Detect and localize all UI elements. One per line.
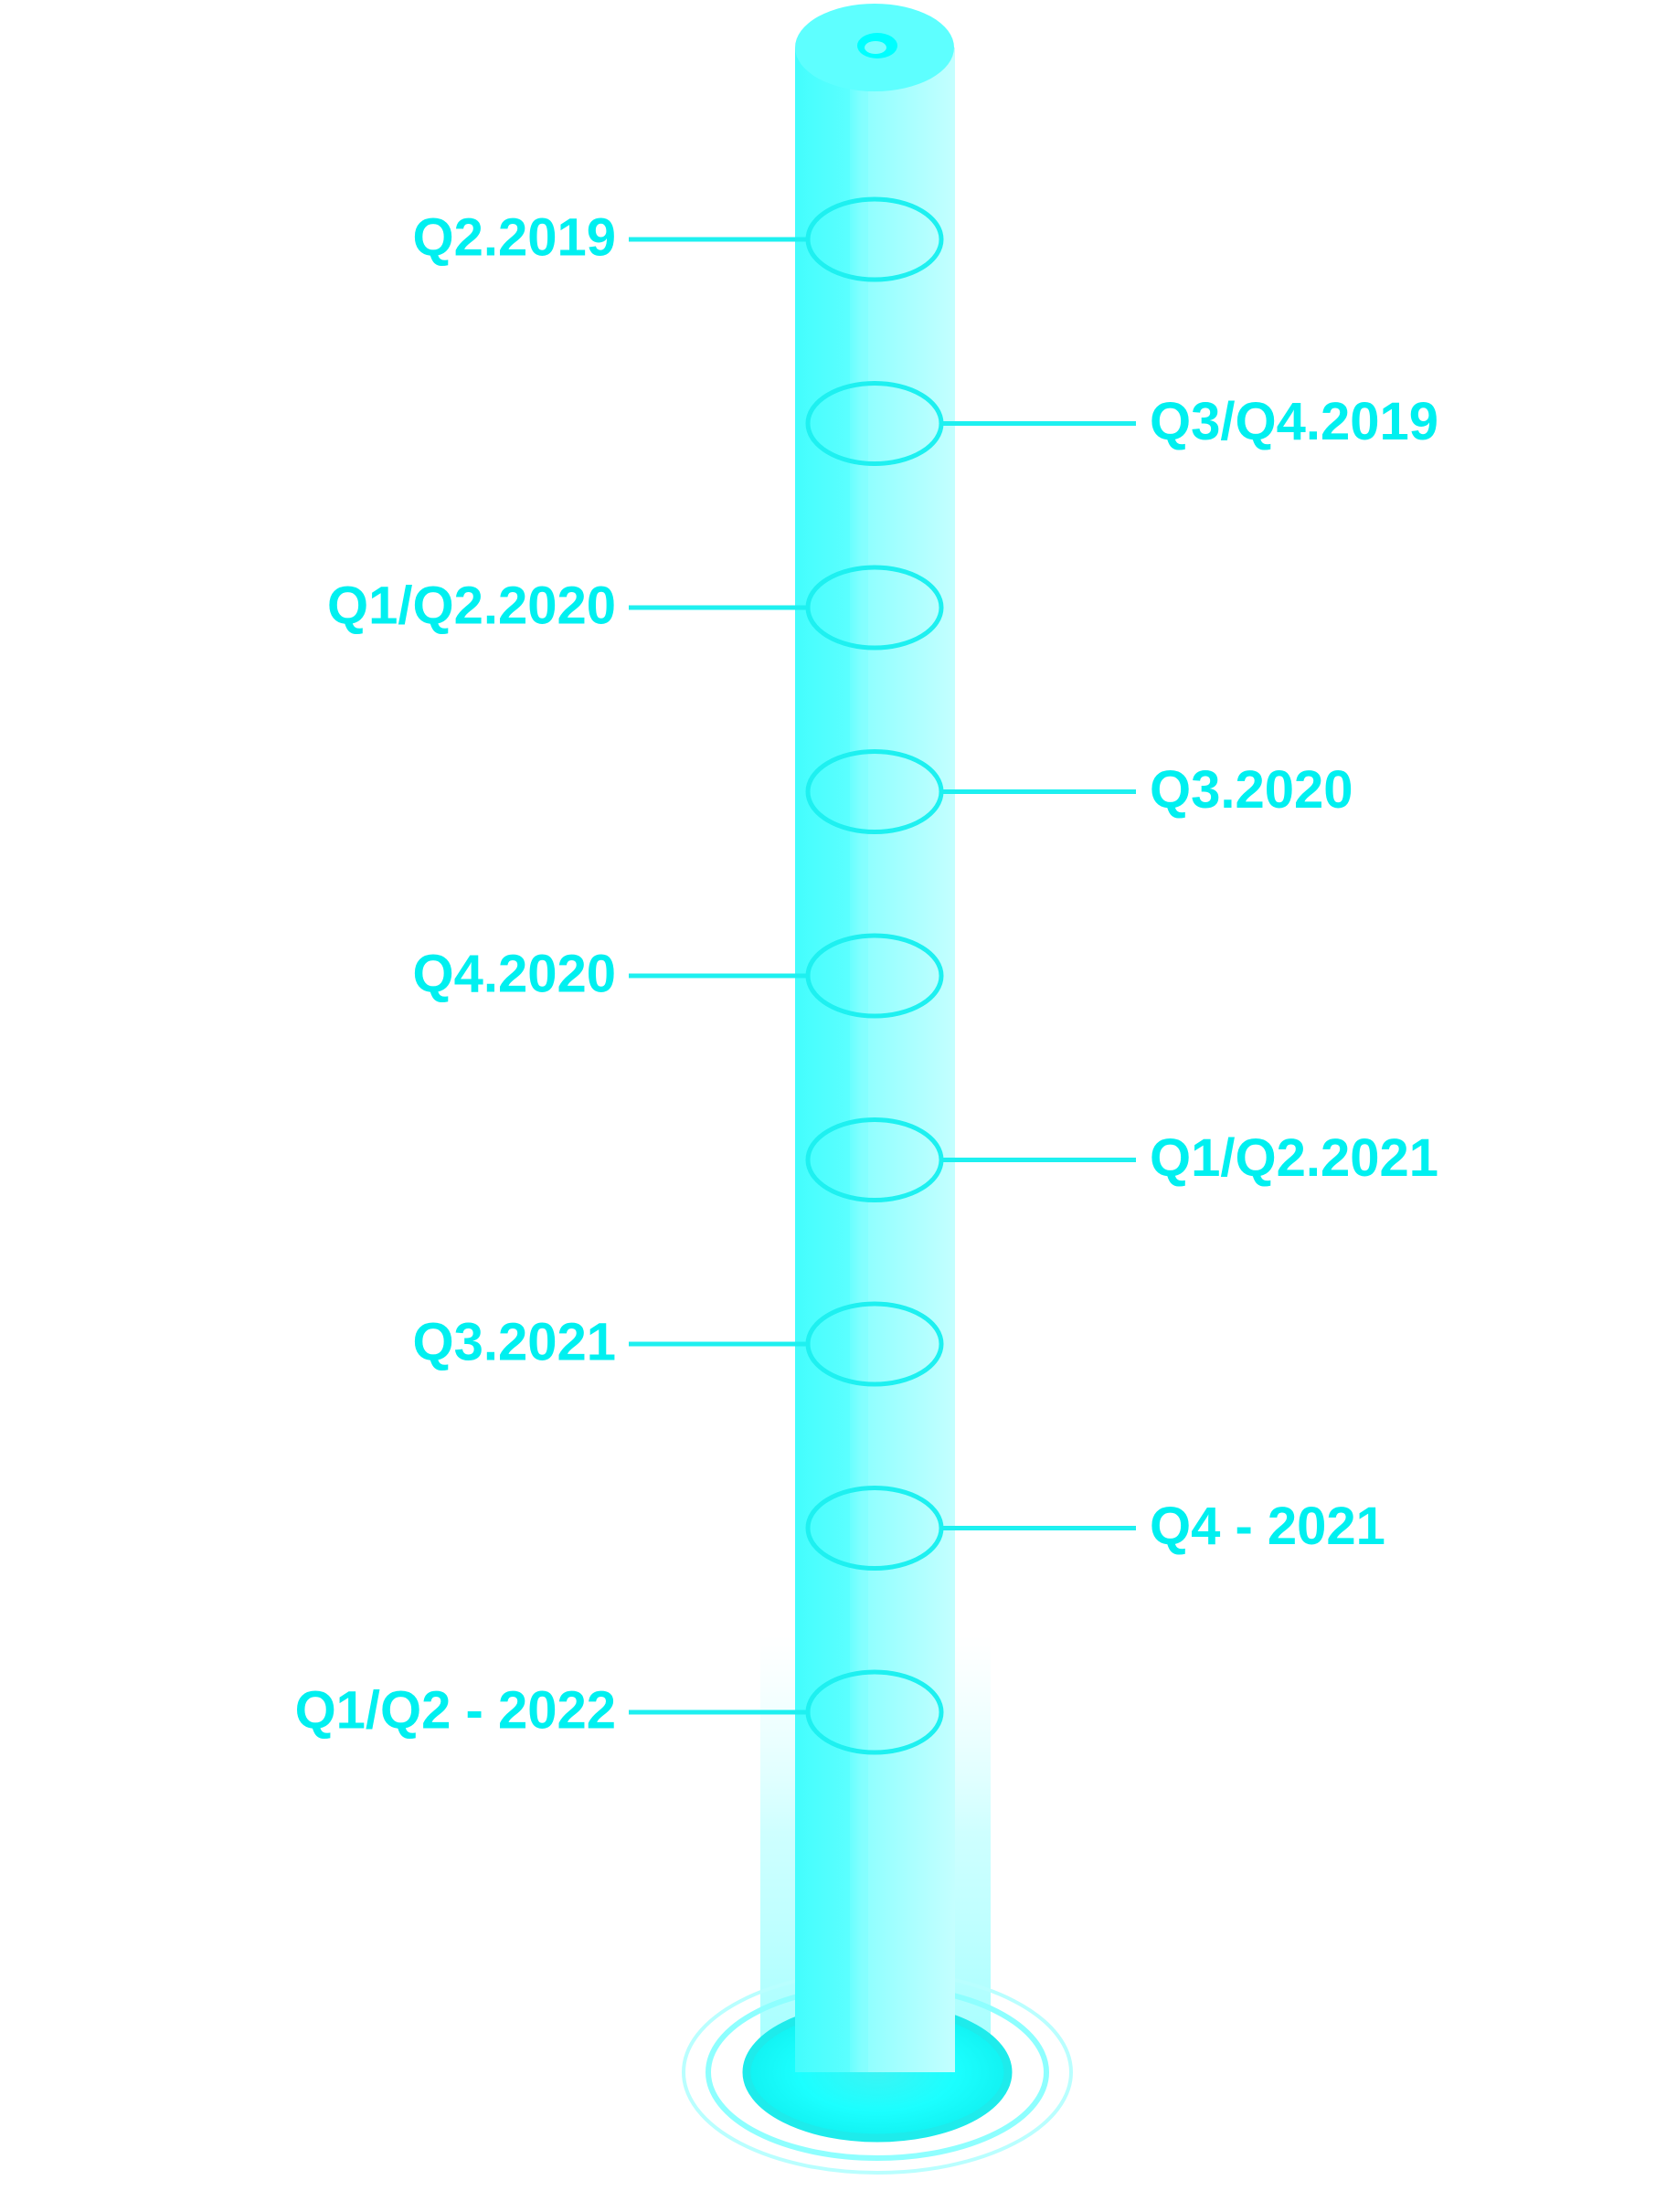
milestone-label: Q3.2020: [1150, 760, 1353, 820]
milestone-6: Q1/Q2.2021: [805, 1117, 1438, 1202]
milestone-8: Q4 - 2021: [805, 1486, 1385, 1571]
milestone-label: Q2.2019: [412, 207, 616, 267]
milestone-1: Q2.2019: [412, 196, 944, 282]
milestone-label: Q1/Q2.2020: [327, 576, 616, 635]
milestone-label: Q1/Q2.2021: [1150, 1128, 1438, 1188]
milestone-label: Q1/Q2 - 2022: [295, 1680, 616, 1740]
tube-body: [795, 48, 955, 2072]
milestone-label: Q4.2020: [412, 944, 616, 1003]
milestone-2: Q3/Q4.2019: [805, 381, 1438, 466]
milestone-7: Q3.2021: [412, 1301, 944, 1387]
milestone-3: Q1/Q2.2020: [327, 565, 944, 651]
milestone-label: Q4 - 2021: [1150, 1497, 1385, 1556]
tube-top-hole-highlight: [865, 41, 886, 54]
milestone-label: Q3.2021: [412, 1312, 616, 1371]
timeline-tube: [795, 4, 955, 2072]
milestone-4: Q3.2020: [805, 749, 1353, 834]
milestones: Q2.2019 Q3/Q4.2019 Q1/Q2.2020 Q3.2020 Q4.202…: [295, 196, 1438, 1755]
milestone-label: Q3/Q4.2019: [1150, 392, 1438, 451]
milestone-5: Q4.2020: [412, 933, 944, 1019]
milestone-9: Q1/Q2 - 2022: [295, 1669, 944, 1755]
tube-core: [850, 48, 868, 2072]
